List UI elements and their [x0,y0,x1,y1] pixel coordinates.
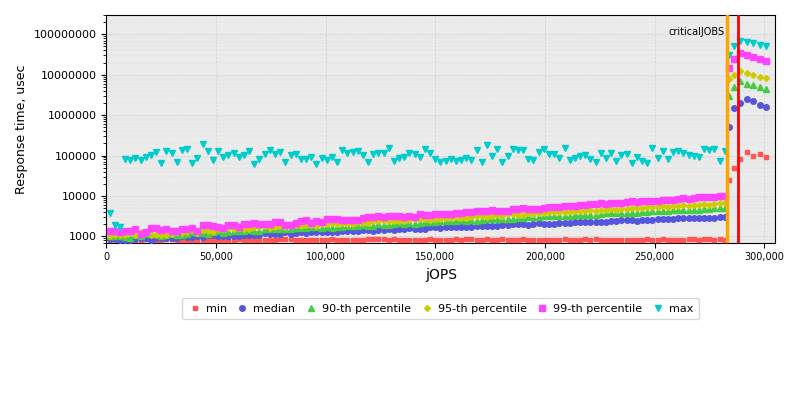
99-th percentile [596,201,606,206]
95-th percentile [699,202,709,206]
max [281,160,290,164]
90-th percentile [715,206,725,210]
median [105,236,114,241]
min [234,237,244,242]
min [710,238,719,243]
95-th percentile [446,216,455,220]
median [715,215,725,220]
median [534,221,543,226]
median [596,220,606,224]
min [105,238,114,242]
median [705,215,714,220]
90-th percentile [105,234,114,238]
Line: 90-th percentile: 90-th percentile [106,205,727,241]
Y-axis label: Response time, usec: Response time, usec [15,64,28,194]
90-th percentile [451,219,461,224]
95-th percentile [270,225,280,230]
99-th percentile [239,221,249,226]
Line: min: min [108,238,726,242]
min [477,238,486,243]
min [601,237,610,242]
90-th percentile [239,228,249,233]
99-th percentile [451,210,461,215]
95-th percentile [715,201,725,206]
min [270,238,280,243]
Line: max: max [106,140,728,231]
Line: 95-th percentile: 95-th percentile [107,201,727,238]
X-axis label: jOPS: jOPS [425,268,457,282]
99-th percentile [105,229,114,234]
max [720,149,730,154]
max [105,210,114,215]
median [239,232,249,237]
90-th percentile [705,207,714,212]
90-th percentile [720,206,730,210]
99-th percentile [534,206,543,211]
99-th percentile [705,194,714,199]
max [456,158,466,162]
max [244,149,254,154]
median [720,215,730,220]
95-th percentile [105,234,114,238]
min [462,237,471,242]
99-th percentile [136,232,146,236]
min [720,237,730,242]
median [275,231,285,236]
Line: median: median [106,214,727,243]
max [601,156,610,160]
99-th percentile [720,194,730,199]
Legend: min, median, 90-th percentile, 95-th percentile, 99-th percentile, max: min, median, 90-th percentile, 95-th per… [182,298,699,319]
Line: 99-th percentile: 99-th percentile [106,194,727,237]
max [539,147,549,152]
max [198,141,207,146]
90-th percentile [596,212,606,217]
max [115,225,125,230]
Text: criticalJOBS: criticalJOBS [669,27,725,37]
95-th percentile [234,226,244,230]
median [120,238,130,243]
median [451,224,461,229]
max [710,146,719,151]
95-th percentile [590,208,600,213]
90-th percentile [275,226,285,231]
90-th percentile [126,236,135,241]
95-th percentile [720,201,730,206]
95-th percentile [529,211,538,216]
min [539,238,549,242]
90-th percentile [534,215,543,220]
99-th percentile [275,220,285,224]
min [446,238,455,243]
